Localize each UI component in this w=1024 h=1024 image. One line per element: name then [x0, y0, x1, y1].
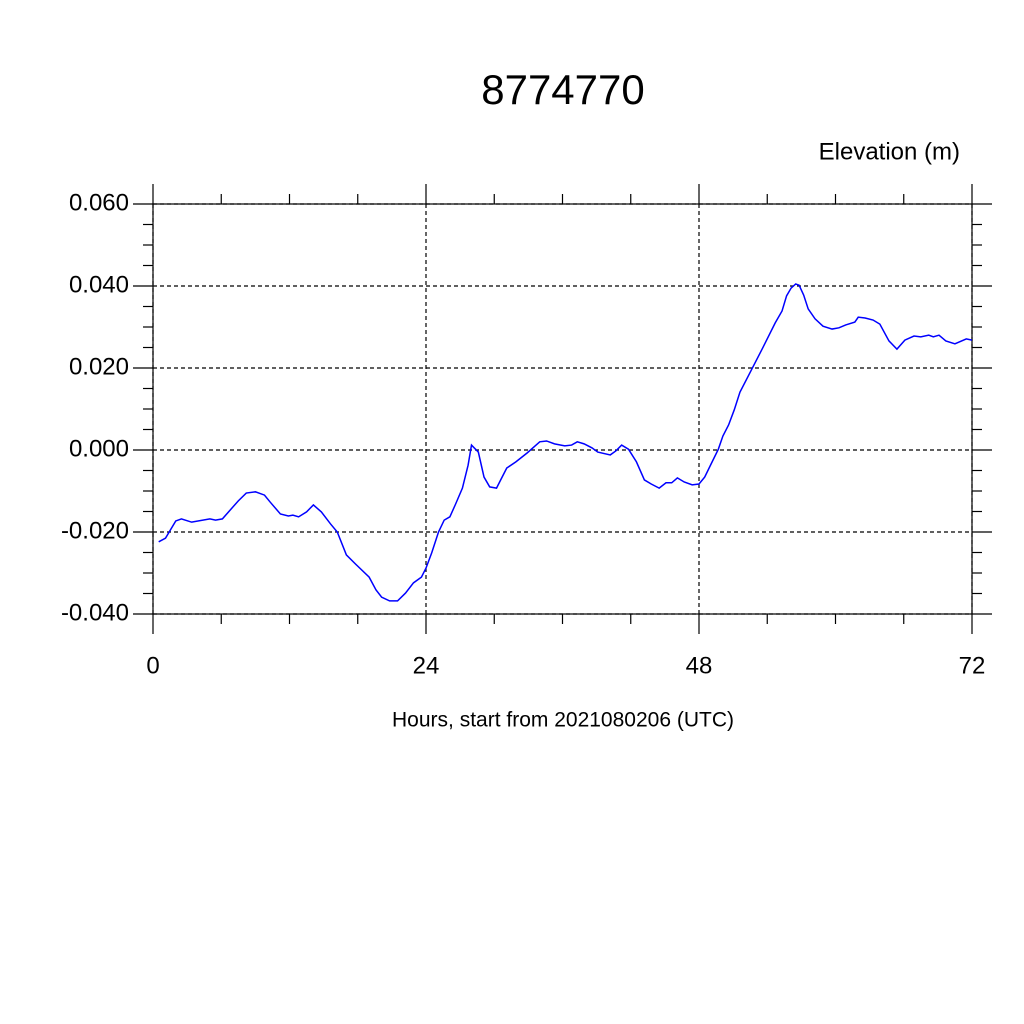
y-tick-label: 0.040 — [69, 271, 129, 298]
x-tick-label: 0 — [146, 652, 159, 679]
y-tick-label: 0.020 — [69, 353, 129, 380]
data-line — [158, 283, 973, 602]
x-tick-label: 24 — [413, 652, 440, 679]
x-tick-label: 72 — [959, 652, 986, 679]
y-tick-label: -0.040 — [61, 599, 129, 626]
plot-frame — [152, 203, 973, 615]
y-tick-label: 0.000 — [69, 435, 129, 462]
y-tick-label: -0.020 — [61, 517, 129, 544]
y-tick-label: 0.060 — [69, 189, 129, 216]
chart-title: 8774770 — [481, 66, 645, 113]
x-axis-label: Hours, start from 2021080206 (UTC) — [392, 709, 734, 732]
y-axis-label: Elevation (m) — [819, 138, 960, 165]
x-tick-label: 48 — [686, 652, 713, 679]
